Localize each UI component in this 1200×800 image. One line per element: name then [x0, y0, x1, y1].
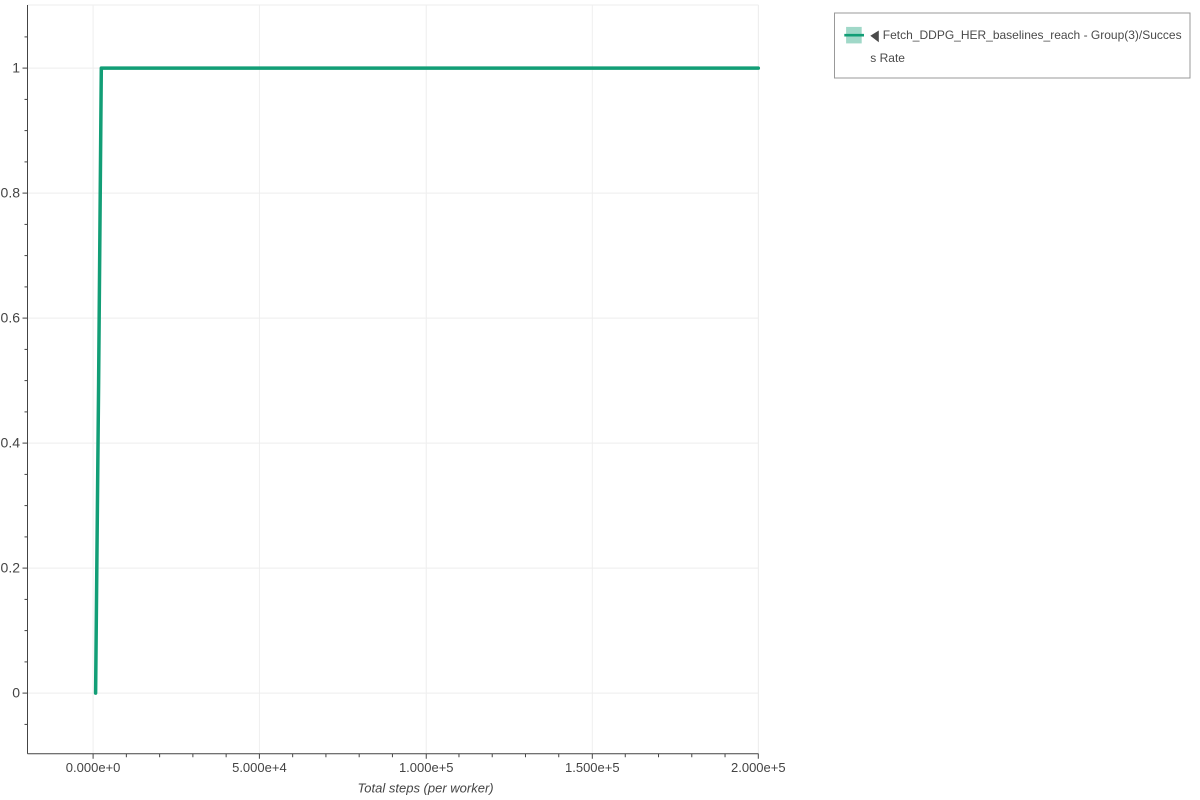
svg-text:1.000e+5: 1.000e+5 — [399, 760, 454, 775]
svg-text:0.000e+0: 0.000e+0 — [66, 760, 121, 775]
svg-text:0.4: 0.4 — [1, 435, 21, 451]
svg-text:s Rate: s Rate — [870, 51, 905, 65]
svg-text:1.500e+5: 1.500e+5 — [565, 760, 620, 775]
svg-text:2.000e+5: 2.000e+5 — [731, 760, 786, 775]
svg-text:0.8: 0.8 — [1, 185, 21, 201]
svg-text:1: 1 — [12, 60, 20, 76]
svg-text:0.6: 0.6 — [1, 310, 21, 326]
svg-text:0: 0 — [12, 685, 20, 701]
svg-text:Total steps (per worker): Total steps (per worker) — [358, 781, 494, 796]
svg-text:5.000e+4: 5.000e+4 — [232, 760, 287, 775]
svg-text:Fetch_DDPG_HER_baselines_reach: Fetch_DDPG_HER_baselines_reach - Group(3… — [883, 28, 1182, 42]
svg-text:0.2: 0.2 — [1, 560, 21, 576]
